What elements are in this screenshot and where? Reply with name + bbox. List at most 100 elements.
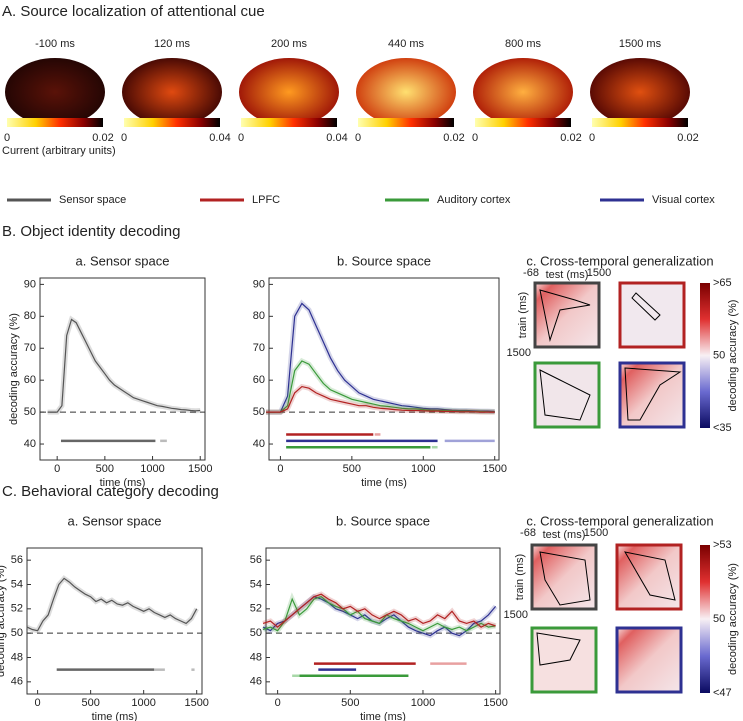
axes <box>39 277 206 461</box>
time-label: 800 ms <box>505 38 542 50</box>
axis-label: test (ms) <box>546 269 589 281</box>
y-tick-label: 90 <box>253 278 265 290</box>
legend-label: Sensor space <box>59 194 126 206</box>
colorbar-label: <47 <box>713 687 732 699</box>
subtitle: a. Sensor space <box>76 253 170 268</box>
x-tick-label: 0 <box>35 697 41 709</box>
colorbar <box>475 118 571 127</box>
brain <box>590 58 690 126</box>
x-tick-label: 1000 <box>411 697 435 709</box>
y-tick-label: 54 <box>11 578 23 590</box>
axis-label: test (ms) <box>543 529 586 541</box>
axis-label: train (ms) <box>514 554 526 600</box>
colorbar-min: 0 <box>472 132 478 144</box>
y-tick-label: 52 <box>11 603 23 615</box>
time-label: 440 ms <box>388 38 425 50</box>
x-tick-label: 1500 <box>482 463 506 475</box>
time-label: 1500 ms <box>619 38 662 50</box>
colorbar-label: >65 <box>713 277 732 289</box>
y-tick-label: 48 <box>11 651 23 663</box>
y-tick-label: 70 <box>24 342 36 354</box>
y-tick-label: 50 <box>253 406 265 418</box>
colorbar-max: 0.02 <box>92 132 113 144</box>
series-line <box>266 360 495 413</box>
x-tick-label: 1000 <box>140 463 164 475</box>
colorbar-label: 50 <box>713 349 725 361</box>
colorbar-max: 0.02 <box>443 132 464 144</box>
y-axis-label: decoding accuracy (%) <box>8 313 20 425</box>
subtitle: b. Source space <box>336 513 430 528</box>
x-axis-label: time (ms) <box>92 711 138 721</box>
x-tick-label: 500 <box>96 463 114 475</box>
colorbar-title: decoding accuracy (%) <box>727 563 739 675</box>
x-tick-label: 500 <box>341 697 359 709</box>
colorbar-min: 0 <box>121 132 127 144</box>
y-tick-label: 56 <box>250 554 262 566</box>
y-tick-label: 54 <box>250 578 262 590</box>
time-label: 200 ms <box>271 38 308 50</box>
colorbar-min: 0 <box>238 132 244 144</box>
x-axis-label: time (ms) <box>100 477 146 489</box>
colorbar-min: 0 <box>355 132 361 144</box>
tick-label: 1500 <box>504 609 528 621</box>
brain <box>473 58 573 126</box>
series-band <box>266 299 495 415</box>
y-tick-label: 50 <box>11 627 23 639</box>
series-line <box>266 302 495 413</box>
colorbar <box>7 118 103 127</box>
tick-label: -68 <box>523 267 539 279</box>
brain <box>122 58 222 126</box>
series-line <box>262 596 496 632</box>
colorbar-max: 0.04 <box>209 132 230 144</box>
panel-title: A. Source localization of attentional cu… <box>2 3 265 20</box>
colorbar-label: >53 <box>713 539 732 551</box>
colorbar-min: 0 <box>4 132 10 144</box>
colorbar-max: 0.02 <box>677 132 698 144</box>
series-line <box>262 593 496 628</box>
subtitle: c. Cross-temporal generalization <box>526 253 713 268</box>
x-tick-label: 500 <box>81 697 99 709</box>
colorbar <box>241 118 337 127</box>
section-title: B. Object identity decoding <box>2 223 180 240</box>
series-line <box>26 577 198 632</box>
y-tick-label: 40 <box>24 438 36 450</box>
axes <box>265 547 501 695</box>
y-axis-label: decoding accuracy (%) <box>0 565 7 677</box>
y-tick-label: 80 <box>253 310 265 322</box>
brain <box>239 58 339 126</box>
x-axis-label: time (ms) <box>360 711 406 721</box>
series-line <box>266 385 495 413</box>
x-tick-label: 1500 <box>188 463 212 475</box>
subtitle: c. Cross-temporal generalization <box>526 513 713 528</box>
y-tick-label: 56 <box>11 554 23 566</box>
y-tick-label: 50 <box>250 627 262 639</box>
y-tick-label: 60 <box>24 374 36 386</box>
y-tick-label: 48 <box>250 651 262 663</box>
series-line <box>47 318 201 413</box>
series-band <box>25 575 199 634</box>
colorbar-label: 50 <box>713 613 725 625</box>
axes <box>268 277 500 461</box>
colorbar-max: 0.04 <box>326 132 347 144</box>
tick-label: 1500 <box>584 527 608 539</box>
section-title: C. Behavioral category decoding <box>2 483 219 500</box>
heatmaps <box>530 281 710 694</box>
x-tick-label: 500 <box>343 463 361 475</box>
tick-label: -68 <box>520 527 536 539</box>
brain <box>356 58 456 126</box>
x-tick-label: 1000 <box>411 463 435 475</box>
subtitle: b. Source space <box>337 253 431 268</box>
colorbar <box>592 118 688 127</box>
colorbar-min: 0 <box>589 132 595 144</box>
x-tick-label: 0 <box>275 697 281 709</box>
colorbar-title: decoding accuracy (%) <box>727 300 739 412</box>
series-band <box>262 592 497 634</box>
x-axis-label: time (ms) <box>361 477 407 489</box>
y-tick-label: 40 <box>253 438 265 450</box>
x-tick-label: 1500 <box>483 697 507 709</box>
colorbar <box>358 118 454 127</box>
subtitle: a. Sensor space <box>68 513 162 528</box>
series-band <box>47 315 201 415</box>
y-tick-label: 50 <box>24 406 36 418</box>
